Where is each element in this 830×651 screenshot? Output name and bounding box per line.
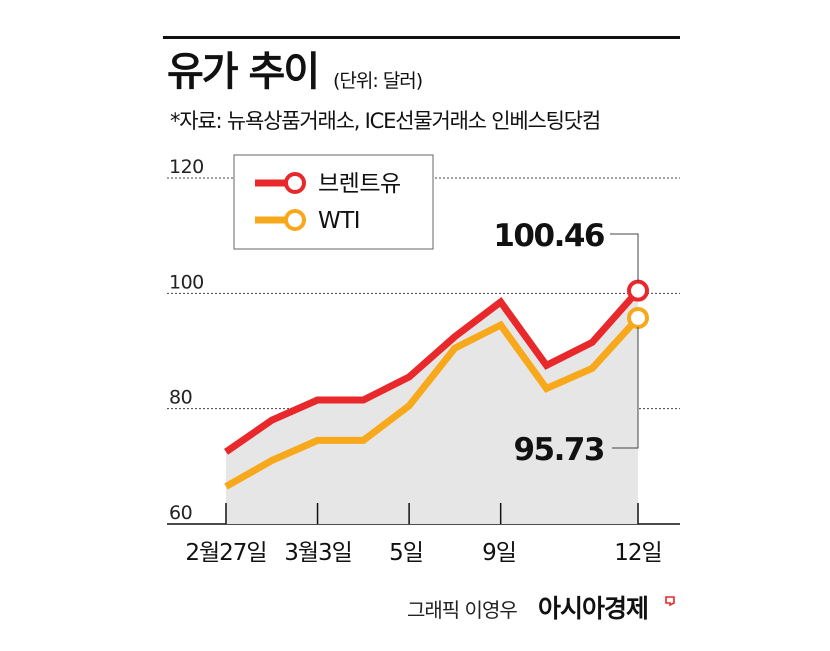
x-tick-label: 3월3일 (284, 540, 352, 566)
end-marker-wti (627, 306, 649, 329)
area-fill (226, 290, 638, 524)
y-tick-label: 80 (169, 387, 192, 409)
y-tick-label: 120 (169, 156, 204, 178)
legend-box (233, 154, 434, 250)
series-lines (224, 279, 649, 490)
source-note: *자료: 뉴욕상품거래소, ICE선물거래소 인베스팅닷컴 (170, 109, 601, 133)
x-tick-label: 12일 (614, 540, 661, 566)
graphic-credit: 그래픽 이영우 (407, 598, 518, 622)
brand-mark-icon (665, 596, 675, 606)
leader-wti (612, 326, 639, 449)
legend-swatch-marker (284, 209, 306, 231)
end-marker-brent (627, 279, 649, 302)
series-line-brent (224, 288, 641, 455)
y-tick-label: 100 (169, 271, 204, 293)
top-rule (163, 36, 680, 39)
data-label-wti: 95.73 (513, 432, 604, 468)
x-tick-label: 9일 (482, 540, 516, 566)
brand-logo: 아시아경제 (538, 594, 649, 623)
legend-label: 브렌트유 (318, 171, 401, 197)
y-tick-label: 60 (169, 502, 192, 524)
legend: 브렌트유 WTI (233, 154, 434, 250)
label-leader-lines (610, 233, 639, 449)
area-under-brent (226, 290, 638, 524)
x-tick-label: 2월27일 (185, 540, 266, 566)
legend-swatch-marker (284, 172, 306, 194)
x-tick-marks (225, 503, 639, 524)
legend-label: WTI (318, 208, 360, 234)
series-line-wti (224, 315, 641, 490)
unit-label: (단위: 달러) (333, 70, 423, 92)
leader-brent (610, 233, 639, 282)
chart-title: 유가 추이 (167, 49, 320, 95)
axis-and-data-labels: 120 100 80 60 2월27일 3월3일 5일 9일 12일 100.46 95.73 (169, 156, 663, 566)
data-label-brent: 100.46 (493, 218, 604, 254)
x-tick-label: 5일 (389, 540, 423, 566)
